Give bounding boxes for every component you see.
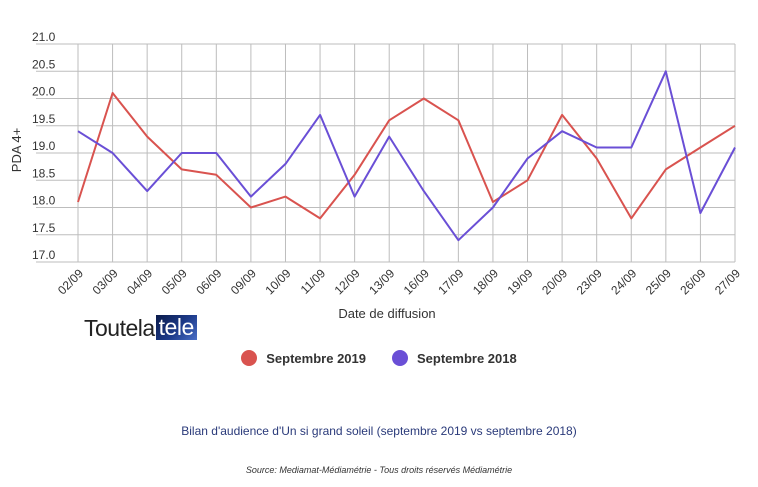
logo-text-tele: tele xyxy=(155,315,197,340)
y-axis-ticks: 17.0 17.5 18.0 18.5 19.0 19.5 20.0 20.5 21.0 xyxy=(32,30,56,262)
legend-label-2019: Septembre 2019 xyxy=(266,350,366,366)
y-tick-label: 17.0 xyxy=(32,248,56,262)
grid-lines xyxy=(36,43,736,263)
legend-item-2018[interactable]: Septembre 2018 xyxy=(392,350,517,366)
x-tick-label: 13/09 xyxy=(366,266,397,297)
legend-item-2019[interactable]: Septembre 2019 xyxy=(241,350,366,366)
x-tick-label: 23/09 xyxy=(574,266,605,297)
x-tick-label: 09/09 xyxy=(228,266,259,297)
x-tick-label: 19/09 xyxy=(505,266,536,297)
x-tick-label: 03/09 xyxy=(90,266,121,297)
x-tick-label: 06/09 xyxy=(193,266,224,297)
legend-label-2018: Septembre 2018 xyxy=(417,350,517,366)
x-tick-label: 02/09 xyxy=(55,266,86,297)
legend-swatch-2019 xyxy=(241,350,258,366)
toutelatele-logo: Toutela tele xyxy=(84,315,197,340)
legend: Septembre 2019 Septembre 2018 xyxy=(0,350,758,366)
x-tick-label: 10/09 xyxy=(262,266,293,297)
y-tick-label: 19.0 xyxy=(32,139,56,153)
x-tick-label: 26/09 xyxy=(677,266,708,297)
y-tick-label: 18.5 xyxy=(32,166,56,180)
x-tick-label: 24/09 xyxy=(608,266,639,297)
series-line-1[interactable] xyxy=(77,70,736,242)
y-tick-label: 20.5 xyxy=(32,57,56,71)
x-axis-title: Date de diffusion xyxy=(338,306,435,321)
x-tick-label: 12/09 xyxy=(332,266,363,297)
series-lines xyxy=(77,70,736,242)
y-tick-label: 19.5 xyxy=(32,112,56,126)
y-tick-label: 21.0 xyxy=(32,30,56,44)
x-tick-label: 27/09 xyxy=(712,266,743,297)
line-chart: 17.0 17.5 18.0 18.5 19.0 19.5 20.0 20.5 21.0 02/… xyxy=(9,30,743,321)
x-axis-ticks: 02/09 03/09 04/09 05/09 06/09 09/09 10/09 11/09… xyxy=(55,266,743,297)
series-line-0[interactable] xyxy=(77,92,736,220)
x-tick-label: 20/09 xyxy=(539,266,570,297)
source-note: Source: Mediamat-Médiamétrie - Tous droi… xyxy=(245,465,513,475)
x-tick-label: 11/09 xyxy=(298,266,329,297)
x-tick-label: 05/09 xyxy=(159,266,190,297)
logo-text-main: Toutela xyxy=(84,314,155,341)
chart-caption: Bilan d'audience d'Un si grand soleil (s… xyxy=(181,424,577,438)
x-tick-label: 04/09 xyxy=(124,266,155,297)
x-tick-label: 17/09 xyxy=(435,266,466,297)
y-tick-label: 17.5 xyxy=(32,221,56,235)
x-tick-label: 25/09 xyxy=(643,266,674,297)
y-tick-label: 20.0 xyxy=(32,85,56,99)
legend-swatch-2018 xyxy=(392,350,408,366)
x-tick-label: 16/09 xyxy=(401,266,432,297)
y-tick-label: 18.0 xyxy=(32,194,56,208)
y-axis-title: PDA 4+ xyxy=(9,128,24,172)
x-tick-label: 18/09 xyxy=(470,266,501,297)
